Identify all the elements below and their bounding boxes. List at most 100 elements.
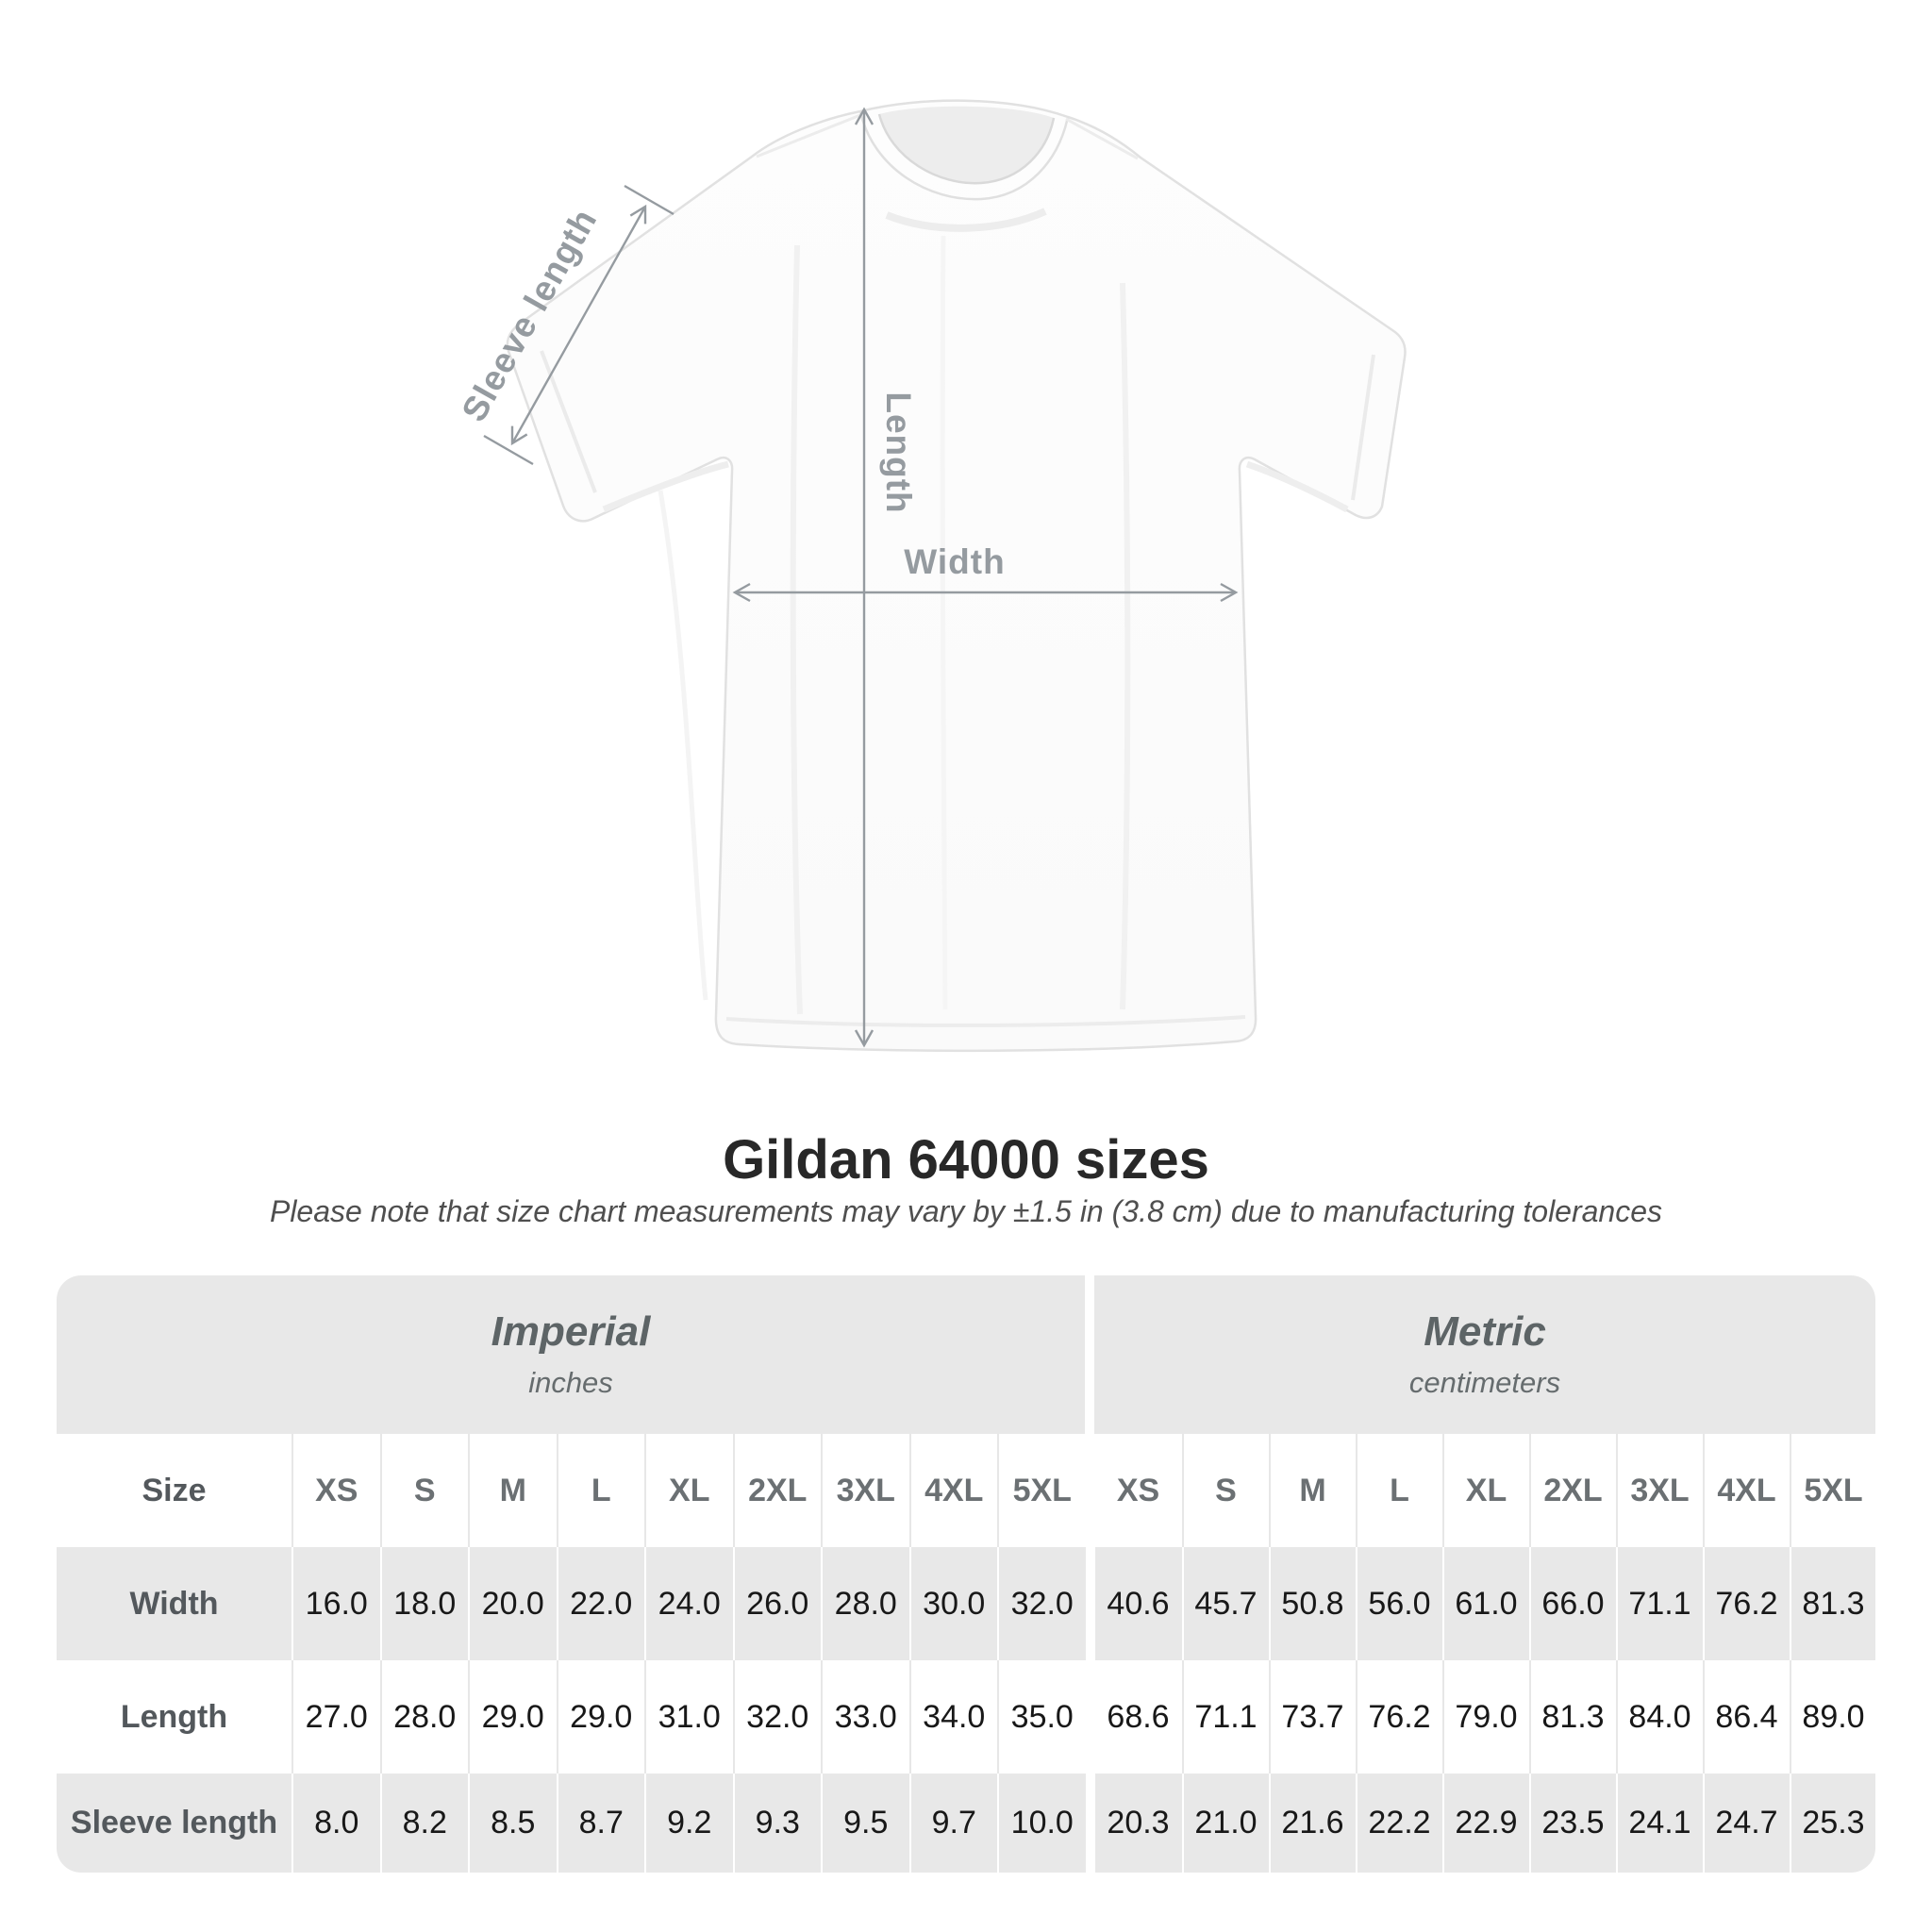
value-cell: 9.5 [821,1774,909,1873]
value-cell: 68.6 [1094,1660,1182,1774]
value-cell: 24.0 [644,1547,733,1660]
value-cell: 22.2 [1355,1774,1442,1873]
value-cell: 71.1 [1181,1660,1269,1774]
value-cell: 35.0 [997,1660,1086,1774]
value-cell: 28.0 [379,1660,468,1774]
value-cell: 24.1 [1615,1774,1703,1873]
size-column-header: S [1181,1434,1269,1547]
size-column-header: L [556,1434,644,1547]
page-subtitle: Please note that size chart measurements… [269,1194,1663,1228]
value-cell: 34.0 [908,1660,997,1774]
imperial-group-header: Imperial inches [57,1275,1085,1434]
size-column-header: 2XL [1528,1434,1616,1547]
value-cell: 21.6 [1268,1774,1356,1873]
value-cell: 9.7 [908,1774,997,1873]
row-label: Width [57,1547,291,1660]
size-column-header: 3XL [821,1434,909,1547]
size-column-header: 2XL [732,1434,821,1547]
size-column-header: 5XL [1789,1434,1875,1547]
value-cell: 45.7 [1181,1547,1269,1660]
value-cell: 32.0 [732,1660,821,1774]
value-cell: 18.0 [379,1547,468,1660]
value-cell: 8.0 [291,1774,380,1873]
value-cell: 25.3 [1789,1774,1875,1873]
value-cell: 16.0 [291,1547,380,1660]
value-cell: 81.3 [1789,1547,1875,1660]
width-dimension: Width [732,542,1239,603]
value-cell: 73.7 [1268,1660,1356,1774]
value-cell: 89.0 [1789,1660,1875,1774]
value-cell: 10.0 [997,1774,1086,1873]
value-cell: 79.0 [1441,1660,1529,1774]
value-cell: 20.3 [1094,1774,1182,1873]
dimension-cap [624,184,675,216]
group-divider [1085,1275,1094,1434]
metric-label: Metric [1424,1307,1546,1355]
value-cell: 61.0 [1441,1547,1529,1660]
table-size-header-row: Size XS S M L XL 2XL 3XL 4XL 5XL XS S M L XL 2XL 3XL 4XL 5… [57,1434,1875,1547]
imperial-label: Imperial [491,1307,651,1355]
value-cell: 20.0 [468,1547,557,1660]
size-column-header: XL [1441,1434,1529,1547]
size-column-header: 4XL [1702,1434,1790,1547]
size-table: Imperial inches Metric centimeters Size X… [57,1275,1875,1873]
value-cell: 21.0 [1181,1774,1269,1873]
value-cell: 23.5 [1528,1774,1616,1873]
value-cell: 8.5 [468,1774,557,1873]
size-column-header: M [1268,1434,1356,1547]
tshirt-collar [858,106,1070,232]
dimension-cap [483,434,534,466]
value-cell: 27.0 [291,1660,380,1774]
table-group-header-row: Imperial inches Metric centimeters [57,1275,1875,1434]
size-column-header: M [468,1434,557,1547]
row-label: Length [57,1660,291,1774]
group-divider [1085,1434,1095,1547]
page-title: Gildan 64000 sizes [723,1129,1209,1191]
value-cell: 32.0 [997,1547,1086,1660]
metric-group-header: Metric centimeters [1094,1275,1875,1434]
value-cell: 30.0 [908,1547,997,1660]
tshirt-body [506,99,1407,1053]
size-column-header: 3XL [1615,1434,1703,1547]
value-cell: 76.2 [1702,1547,1790,1660]
size-column-header: XL [644,1434,733,1547]
group-divider [1085,1660,1095,1774]
size-column-header: S [379,1434,468,1547]
imperial-unit-label: inches [528,1366,613,1400]
tshirt-diagram: Sleeve length Length Width [455,99,1407,1053]
value-cell: 66.0 [1528,1547,1616,1660]
value-cell: 8.2 [379,1774,468,1873]
value-cell: 22.0 [556,1547,644,1660]
size-column-header: L [1355,1434,1442,1547]
value-cell: 9.2 [644,1774,733,1873]
value-cell: 33.0 [821,1660,909,1774]
value-cell: 86.4 [1702,1660,1790,1774]
value-cell: 40.6 [1094,1547,1182,1660]
value-cell: 24.7 [1702,1774,1790,1873]
value-cell: 84.0 [1615,1660,1703,1774]
value-cell: 81.3 [1528,1660,1616,1774]
group-divider [1085,1547,1095,1660]
width-label: Width [904,542,1005,581]
length-dimension: Length [854,107,918,1048]
value-cell: 28.0 [821,1547,909,1660]
value-cell: 50.8 [1268,1547,1356,1660]
metric-unit-label: centimeters [1408,1366,1561,1400]
size-column-header: 5XL [997,1434,1086,1547]
row-label: Sleeve length [57,1774,291,1873]
group-divider [1085,1774,1095,1873]
value-cell: 29.0 [556,1660,644,1774]
value-cell: 31.0 [644,1660,733,1774]
value-cell: 22.9 [1441,1774,1529,1873]
table-row-width: Width 16.0 18.0 20.0 22.0 24.0 26.0 28.0 30.0 32.… [57,1547,1875,1660]
table-row-sleeve-length: Sleeve length 8.0 8.2 8.5 8.7 9.2 9.3 9.5 9.7 10.… [57,1774,1875,1873]
size-header-label: Size [57,1434,291,1547]
value-cell: 71.1 [1615,1547,1703,1660]
size-column-header: XS [291,1434,380,1547]
value-cell: 26.0 [732,1547,821,1660]
value-cell: 29.0 [468,1660,557,1774]
value-cell: 8.7 [556,1774,644,1873]
value-cell: 9.3 [732,1774,821,1873]
value-cell: 56.0 [1355,1547,1442,1660]
